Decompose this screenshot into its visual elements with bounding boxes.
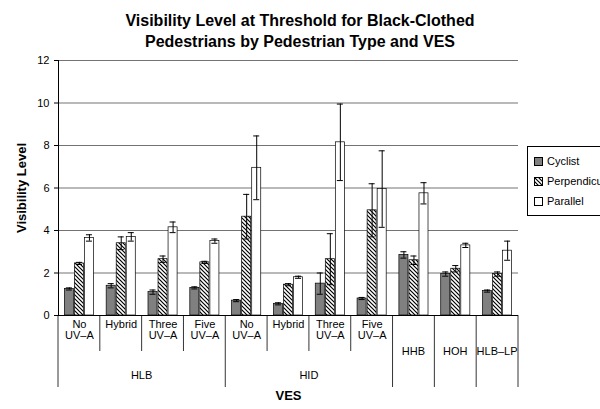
svg-text:Hybrid: Hybrid: [105, 318, 137, 330]
svg-text:12: 12: [37, 54, 49, 66]
svg-text:10: 10: [37, 97, 49, 109]
svg-text:ThreeUV–A: ThreeUV–A: [149, 318, 178, 341]
svg-text:FiveUV–A: FiveUV–A: [190, 318, 219, 341]
svg-text:Visibility Level: Visibility Level: [14, 143, 29, 233]
svg-text:NoUV–A: NoUV–A: [232, 318, 261, 341]
svg-text:ThreeUV–A: ThreeUV–A: [316, 318, 345, 341]
svg-text:HLB–LP: HLB–LP: [477, 345, 518, 357]
svg-text:4: 4: [43, 224, 49, 236]
html-text:Visibility Level at Threshold: Visibility Level at Threshold for Black-…: [125, 12, 475, 50]
svg-text:HID: HID: [299, 369, 318, 381]
svg-text:FiveUV–A: FiveUV–A: [358, 318, 387, 341]
svg-text:HOH: HOH: [443, 345, 468, 357]
svg-text:HLB: HLB: [131, 369, 152, 381]
svg-text:HHB: HHB: [402, 345, 425, 357]
html-text:Cyclist: Cyclist: [547, 155, 580, 167]
svg-text:NoUV–A: NoUV–A: [65, 318, 94, 341]
svg-text:Hybrid: Hybrid: [273, 318, 305, 330]
svg-text:VES: VES: [275, 388, 301, 403]
svg-text:6: 6: [43, 182, 49, 194]
svg-text:8: 8: [43, 139, 49, 151]
svg-text:0: 0: [43, 309, 49, 321]
html-text:Parallel: Parallel: [547, 195, 584, 207]
svg-text:2: 2: [43, 267, 49, 279]
